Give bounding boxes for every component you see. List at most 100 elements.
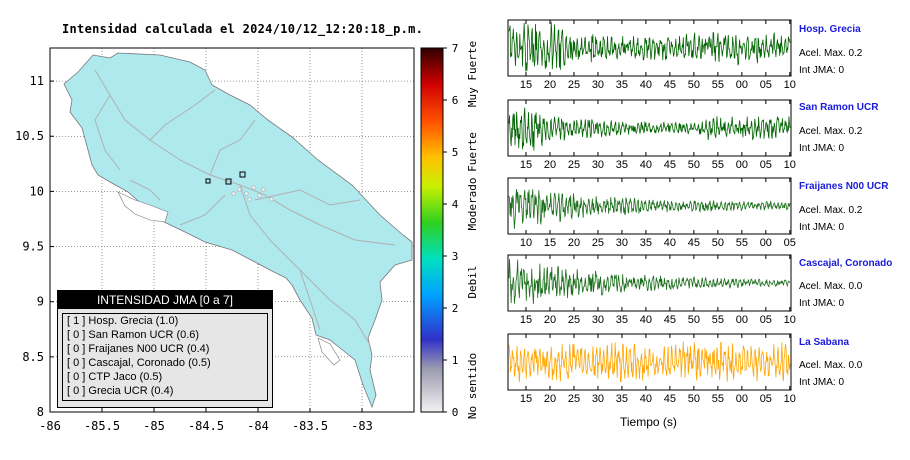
colorbar-tick-label: 7	[452, 42, 459, 55]
time-tick-label: 15	[520, 79, 532, 91]
time-tick-label: 05	[760, 159, 772, 171]
road-line	[209, 119, 256, 176]
legend-item-bracket: [ 0 ]	[67, 385, 86, 397]
road-line	[129, 179, 161, 201]
waveform-trace	[508, 259, 791, 304]
station-acel: Acel. Max. 0.2	[799, 126, 863, 137]
lon-tick-label: -86	[39, 419, 61, 433]
legend-header: INTENSIDAD JMA [0 a 7]	[58, 291, 272, 309]
lat-tick-label: 8	[37, 405, 44, 419]
legend-item[interactable]: [ 0 ] San Ramon UCR (0.6)	[67, 328, 267, 342]
time-tick-label: 25	[592, 237, 604, 249]
time-tick-label: 20	[544, 79, 556, 91]
time-tick-label: 40	[640, 393, 652, 405]
time-tick-label: 00	[736, 314, 748, 326]
colorbar-tick-label: 0	[452, 406, 459, 419]
time-tick-label: 30	[592, 393, 604, 405]
waveform-panel: 15 20 25 30 35 40 45 50 55 00 05 10	[507, 333, 796, 405]
city-marker	[269, 197, 274, 202]
station-marker[interactable]	[239, 171, 246, 178]
time-tick-label: 30	[592, 79, 604, 91]
legend-item[interactable]: [ 0 ] Cascajal, Coronado (0.5)	[67, 356, 267, 370]
station-name[interactable]: Fraijanes N00 UCR	[799, 181, 889, 192]
intensity-colorbar: 0 1 2 3 4 5 6 7 No sentido Debil Moderado Fuerte Mu…	[420, 41, 479, 419]
time-tick-label: 50	[688, 314, 700, 326]
legend-item-bracket: [ 0 ]	[67, 357, 86, 369]
golfo-dulce	[317, 337, 341, 366]
time-tick-label: 55	[712, 159, 724, 171]
colorbar-level-label: Fuerte	[466, 132, 479, 172]
legend-item[interactable]: [ 1 ] Hosp. Grecia (1.0)	[67, 314, 267, 328]
lat-tick-label: 10	[30, 184, 44, 198]
station-acel: Acel. Max. 0.2	[799, 48, 863, 59]
city-marker	[237, 187, 242, 192]
time-tick-label: 35	[616, 314, 628, 326]
time-tick-label: 05	[760, 79, 772, 91]
colorbar-ticks: 0 1 2 3 4 5 6 7	[443, 42, 459, 419]
legend-item-name: San Ramon UCR (0.6)	[88, 329, 200, 341]
legend-item[interactable]: [ 0 ] CTP Jaco (0.5)	[67, 370, 267, 384]
time-tick-label: 25	[568, 393, 580, 405]
time-tick-label: 35	[616, 159, 628, 171]
time-tick-label: 10	[784, 314, 796, 326]
station-marker[interactable]	[205, 178, 211, 184]
time-tick-label: 45	[664, 393, 676, 405]
road-line	[94, 94, 121, 171]
time-tick-label: 45	[664, 79, 676, 91]
station-name[interactable]: Cascajal, Coronado	[799, 258, 893, 269]
legend-item-bracket: [ 1 ]	[67, 315, 86, 327]
colorbar-tick-label: 5	[452, 146, 459, 159]
time-tick-label: 50	[688, 79, 700, 91]
time-tick-label: 55	[712, 79, 724, 91]
time-tick-label: 20	[544, 314, 556, 326]
legend-item-bracket: [ 0 ]	[67, 371, 86, 383]
colorbar-tick-label: 6	[452, 94, 459, 107]
waveform-panel: 15 20 25 30 35 40 45 50 55 00 05 10	[507, 19, 796, 91]
colorbar-level-label: Moderado	[466, 178, 479, 231]
colorbar-level-label: No sentido	[466, 353, 479, 419]
gulf-of-nicoya	[117, 191, 169, 223]
colorbar-tick-label: 1	[452, 354, 459, 367]
time-tick-label: 05	[784, 237, 796, 249]
lat-tick-label: 8.5	[22, 350, 44, 364]
colorbar-gradient	[420, 47, 444, 413]
station-int: Int JMA: 0	[799, 298, 845, 309]
time-tick-label: 20	[544, 159, 556, 171]
waveform-trace	[508, 341, 791, 383]
time-tick-label: 55	[712, 314, 724, 326]
road-line	[179, 194, 226, 226]
time-tick-label: 05	[760, 314, 772, 326]
legend-item[interactable]: [ 0 ] Fraijanes N00 UCR (0.4)	[67, 342, 267, 356]
time-axis-label: Tiempo (s)	[620, 415, 677, 429]
station-name[interactable]: La Sabana	[799, 337, 850, 348]
legend-item[interactable]: [ 0 ] Grecia UCR (0.4)	[67, 384, 267, 398]
time-tick-label: 00	[736, 159, 748, 171]
waveform-frame	[507, 177, 792, 235]
lat-tick-label: 11	[30, 74, 44, 88]
latitude-ticks: 11 10.5 10 9.5 9 8.5 8	[15, 74, 54, 419]
time-tick-label: 45	[664, 159, 676, 171]
time-tick-label: 45	[664, 314, 676, 326]
station-marker[interactable]	[225, 178, 232, 185]
time-tick-label: 20	[568, 237, 580, 249]
time-tick-label: 40	[664, 237, 676, 249]
station-name[interactable]: Hosp. Grecia	[799, 24, 861, 35]
time-tick-label: 35	[616, 79, 628, 91]
time-tick-label: 00	[760, 237, 772, 249]
legend-item-name: Hosp. Grecia (1.0)	[88, 315, 179, 327]
time-tick-label: 05	[760, 393, 772, 405]
time-tick-label: 45	[688, 237, 700, 249]
time-tick-label: 25	[568, 159, 580, 171]
time-tick-label: 10	[784, 159, 796, 171]
lon-tick-label: -84	[247, 419, 269, 433]
station-name[interactable]: San Ramon UCR	[799, 102, 879, 113]
time-tick-label: 20	[544, 393, 556, 405]
station-markers	[205, 171, 246, 185]
lon-tick-label: -85	[143, 419, 165, 433]
time-tick-label: 00	[736, 79, 748, 91]
station-acel: Acel. Max. 0.2	[799, 205, 863, 216]
time-tick-label: 10	[784, 393, 796, 405]
legend-item-name: CTP Jaco (0.5)	[88, 371, 163, 383]
time-tick-label: 00	[736, 393, 748, 405]
time-tick-label: 40	[640, 314, 652, 326]
